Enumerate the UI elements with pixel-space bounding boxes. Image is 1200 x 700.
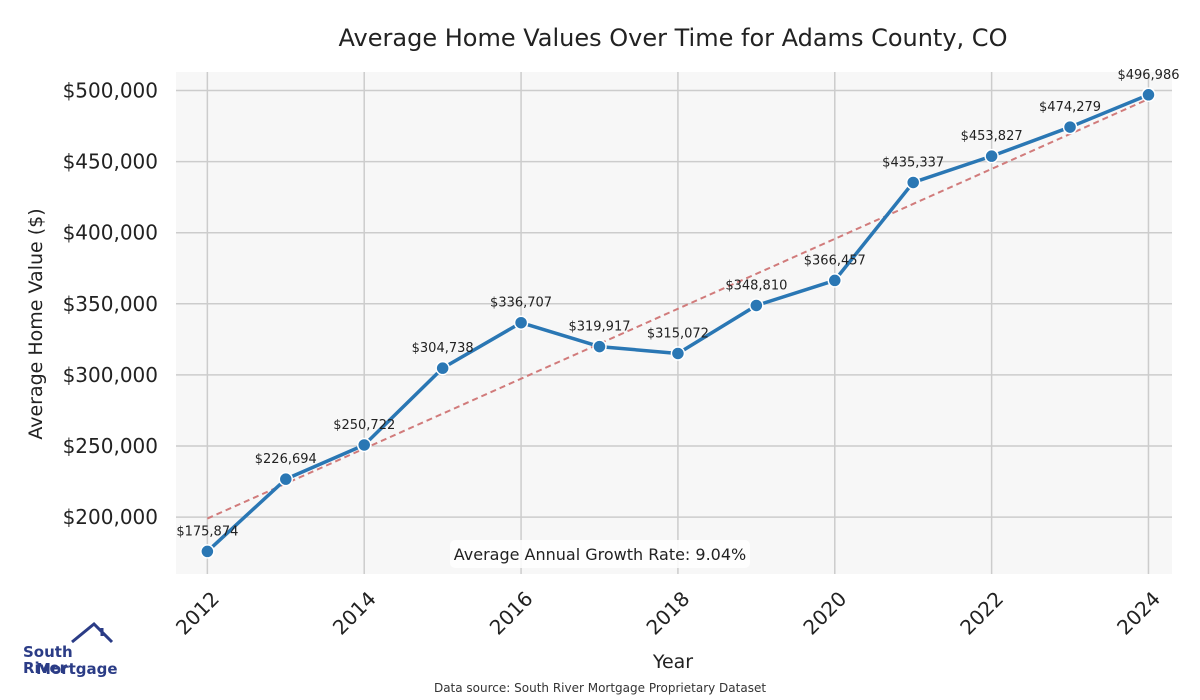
y-tick-label: $300,000 <box>63 363 158 387</box>
x-tick-label: 2014 <box>328 587 381 640</box>
data-point <box>200 544 215 559</box>
data-point <box>278 471 294 487</box>
x-tick-label: 2022 <box>955 587 1008 640</box>
data-point <box>1062 119 1078 135</box>
chart-title: Average Home Values Over Time for Adams … <box>339 24 1008 52</box>
data-label: $453,827 <box>961 129 1023 144</box>
house-roof-icon <box>71 621 114 644</box>
data-point <box>356 437 372 453</box>
data-point <box>984 148 999 164</box>
x-axis-label: Year <box>652 651 693 673</box>
data-label: $304,738 <box>412 341 474 356</box>
data-point <box>749 298 764 313</box>
y-tick-label: $450,000 <box>63 150 158 174</box>
data-label: $435,337 <box>882 155 944 170</box>
y-tick-label: $400,000 <box>63 221 158 245</box>
data-point <box>592 339 607 354</box>
growth-rate-box <box>450 540 750 568</box>
growth-rate-annotation: Average Annual Growth Rate: 9.04% <box>454 545 746 564</box>
data-point <box>827 273 843 288</box>
data-label: $366,457 <box>804 253 866 268</box>
data-point <box>670 346 686 361</box>
data-label: $250,722 <box>333 418 395 433</box>
logo-line-2: Mortgage <box>36 660 118 678</box>
data-point <box>1141 87 1156 103</box>
data-point <box>905 175 921 190</box>
data-source-note: Data source: South River Mortgage Propri… <box>433 681 767 695</box>
data-label: $348,810 <box>725 278 787 293</box>
y-tick-label: $350,000 <box>63 292 158 316</box>
plot-area <box>176 72 1172 574</box>
data-label: $315,072 <box>647 326 709 341</box>
data-label: $474,279 <box>1039 100 1101 115</box>
data-label: $336,707 <box>490 296 552 311</box>
data-label: $226,694 <box>255 452 317 467</box>
y-tick-label: $500,000 <box>63 78 158 102</box>
y-axis-label: Average Home Value ($) <box>25 208 47 439</box>
y-tick-label: $200,000 <box>63 505 158 529</box>
data-label: $319,917 <box>568 320 630 335</box>
data-label: $175,874 <box>176 524 238 539</box>
brand-logo: South River Mortgage <box>20 620 120 680</box>
logo-line-1: South River <box>23 643 73 677</box>
data-label: $496,986 <box>1117 68 1179 83</box>
x-tick-label: 2024 <box>1112 587 1165 640</box>
x-tick-label: 2018 <box>641 587 694 640</box>
x-tick-label: 2012 <box>171 587 224 640</box>
y-tick-label: $250,000 <box>63 434 158 458</box>
data-point <box>435 360 450 376</box>
x-tick-label: 2016 <box>485 587 538 640</box>
x-tick-label: 2020 <box>798 587 851 640</box>
data-point <box>513 315 529 330</box>
